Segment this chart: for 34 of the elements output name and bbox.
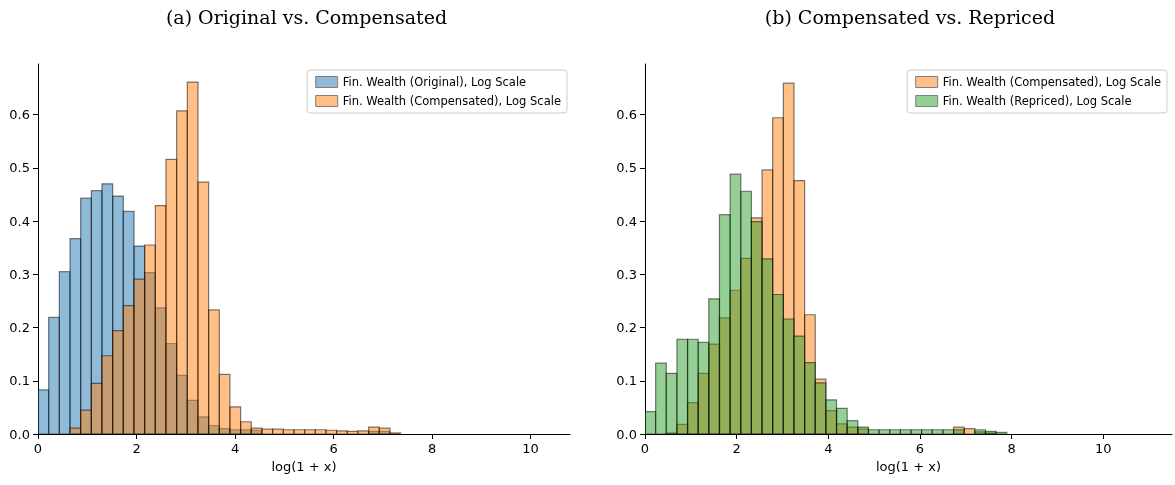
y-tick-label: 0.2	[9, 320, 30, 336]
x-tick-label: 8	[1007, 441, 1016, 456]
chart-title: (b) Compensated vs. Repriced	[764, 5, 1056, 28]
x-tick-label: 6	[329, 441, 338, 456]
x-tick-label: 0	[640, 441, 650, 456]
x-tick-label: 6	[915, 441, 925, 456]
y-tick-label: 0.0	[9, 426, 30, 442]
y-tick-label: 0.5	[9, 160, 30, 176]
x-tick-label: 10	[1094, 441, 1112, 456]
x-axis-title: log(1 + x)	[271, 458, 337, 474]
y-tick-label: 0.3	[9, 266, 30, 282]
legend-label: Fin. Wealth (Repriced), Log Scale	[942, 94, 1132, 108]
x-axis-title: log(1 + x)	[875, 458, 942, 474]
x-tick-label: 10	[522, 441, 539, 456]
x-tick-label: 2	[732, 441, 741, 456]
x-tick-label: 8	[427, 441, 437, 456]
y-tick-label: 0.6	[9, 107, 30, 123]
y-tick-label: 0.5	[616, 160, 637, 176]
chart-title: (a) Original vs. Compensated	[165, 5, 448, 28]
x-tick-label: 2	[132, 441, 141, 456]
y-tick-label: 0.4	[616, 213, 637, 229]
y-tick-label: 0.3	[616, 266, 637, 282]
y-tick-label: 0.6	[616, 107, 637, 123]
y-tick-label: 0.0	[616, 426, 637, 442]
legend-label: Fin. Wealth (Compensated), Log Scale	[942, 75, 1162, 89]
y-tick-label: 0.2	[616, 320, 637, 336]
y-tick-label: 0.1	[616, 373, 637, 389]
x-tick-label: 0	[33, 441, 43, 456]
x-tick-label: 4	[230, 441, 240, 456]
legend-label: Fin. Wealth (Compensated), Log Scale	[342, 94, 562, 108]
legend-label: Fin. Wealth (Original), Log Scale	[342, 75, 527, 89]
y-tick-label: 0.4	[9, 213, 30, 229]
x-tick-label: 4	[824, 441, 833, 456]
y-tick-label: 0.1	[9, 373, 30, 389]
